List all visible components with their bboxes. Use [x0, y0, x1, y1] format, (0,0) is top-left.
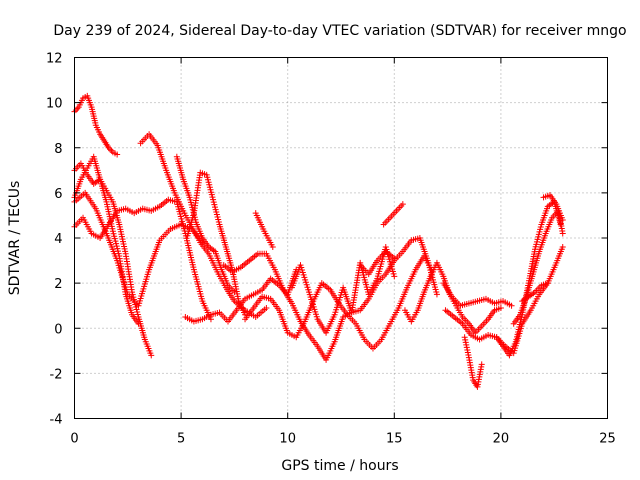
y-tick-label: 12: [46, 52, 63, 67]
y-axis-label: SDTVAR / TECUs: [7, 181, 23, 296]
data-point-marker: [559, 216, 566, 223]
x-tick-label: 15: [386, 432, 403, 447]
series-track-22: [519, 280, 551, 305]
data-point-marker: [559, 244, 566, 251]
data-point-marker: [148, 352, 155, 359]
data-point-marker: [463, 344, 470, 351]
y-tick-label: 2: [54, 277, 62, 292]
data-point-marker: [465, 352, 472, 359]
x-tick-label: 25: [599, 432, 616, 447]
data-markers: [71, 92, 566, 390]
series-track-19: [461, 334, 485, 390]
data-point-marker: [464, 346, 471, 353]
axis-ticks: 0 5 10 15 20 25 -4 -2 0 2 4 6 8 10 12: [46, 52, 616, 447]
grid-lines: [74, 57, 608, 419]
y-tick-label: 0: [54, 322, 62, 337]
y-tick-label: 10: [46, 97, 63, 112]
series-track-13: [288, 244, 398, 336]
data-point-marker: [497, 304, 504, 311]
data-point-marker: [463, 341, 470, 348]
data-point-marker: [391, 255, 398, 262]
series-track-11: [242, 253, 436, 352]
data-point-marker: [478, 361, 485, 368]
data-point-marker: [559, 230, 566, 237]
series-track-23: [540, 192, 566, 223]
data-point-marker: [269, 244, 276, 251]
data-point-marker: [399, 201, 406, 208]
data-point-marker: [263, 304, 270, 311]
y-tick-label: 6: [54, 187, 62, 202]
x-tick-label: 10: [279, 432, 296, 447]
series-track-4: [71, 196, 214, 323]
data-point-marker: [544, 280, 551, 287]
y-tick-label: 8: [54, 142, 62, 157]
data-point-marker: [462, 339, 469, 346]
y-tick-label: -4: [50, 413, 63, 428]
data-point-marker: [391, 273, 398, 280]
series-track-12: [252, 210, 276, 251]
data-point-marker: [508, 302, 515, 309]
data-point-marker: [464, 349, 471, 356]
series-track-1: [71, 92, 121, 158]
x-tick-label: 5: [177, 432, 185, 447]
series-track-17: [440, 280, 515, 309]
y-tick-label: -2: [50, 367, 63, 382]
data-point-marker: [114, 151, 121, 158]
data-point-marker: [462, 336, 469, 343]
chart-title: Day 239 of 2024, Sidereal Day-to-day VTE…: [53, 23, 626, 39]
data-point-marker: [135, 320, 142, 327]
data-point-marker: [433, 291, 440, 298]
x-tick-label: 20: [493, 432, 510, 447]
x-tick-label: 0: [70, 432, 78, 447]
y-tick-label: 4: [54, 232, 62, 247]
data-point-marker: [461, 334, 468, 341]
series-track-14: [357, 248, 398, 278]
series-track-15: [380, 201, 406, 228]
series-track-6: [137, 131, 270, 320]
x-axis-label: GPS time / hours: [281, 458, 398, 474]
series-track-10: [220, 235, 440, 363]
